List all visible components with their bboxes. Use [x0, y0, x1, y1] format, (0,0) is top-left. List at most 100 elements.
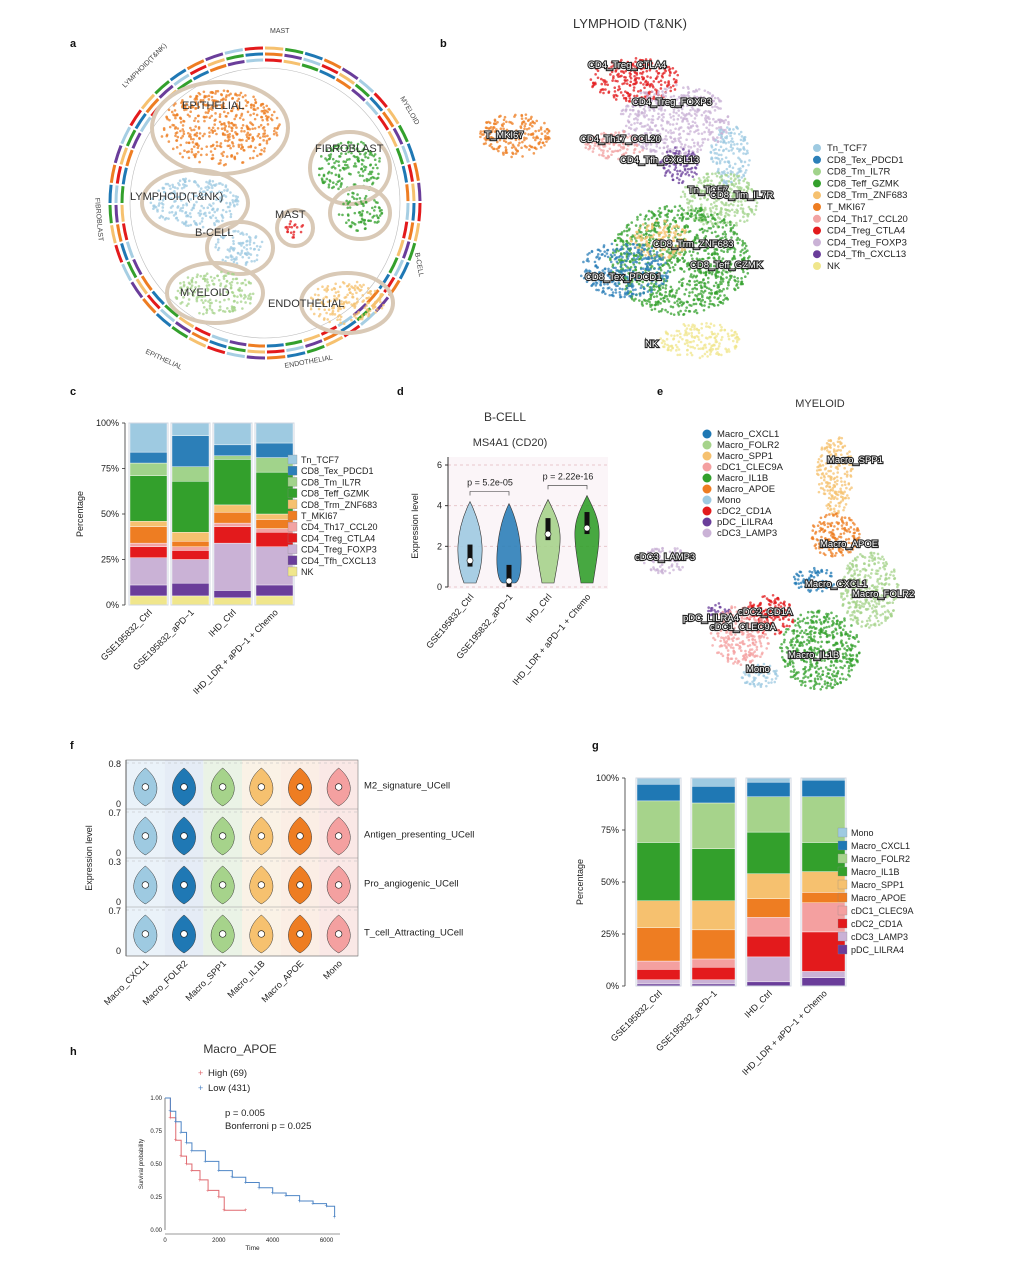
- cluster-CD4_Th17_CCL20-dot: [633, 147, 637, 151]
- cluster-CD8_Teff_GZMK-dot: [703, 249, 706, 252]
- cluster-CD4_Tfh_CXCL13-dot: [695, 163, 699, 166]
- cluster-CD4_Th17_CCL20-dot: [641, 148, 644, 152]
- cluster-cloud-3-dot: [173, 186, 177, 189]
- bar-segment-CD4_Treg_FOXP3: [213, 542, 252, 591]
- cluster-CD4_Treg_FOXP3-dot: [661, 127, 664, 130]
- cluster-cloud-0-dot: [251, 123, 255, 127]
- cluster-cloud-7-dot: [295, 226, 299, 229]
- cluster-CD4_Treg_FOXP3-dot: [695, 98, 699, 102]
- cluster-cloud-0-dot: [201, 134, 205, 138]
- cluster-CD4_Treg_FOXP3-dot: [639, 102, 642, 106]
- cluster-CD8_Tm_IL7R-dot: [747, 205, 751, 209]
- cluster-CD8_Teff_GZMK-dot: [627, 228, 631, 232]
- cluster-cloud-0-dot: [192, 128, 196, 132]
- cluster-CD4_Treg_FOXP3-dot: [727, 122, 730, 126]
- cluster-cloud-5-dot: [217, 278, 221, 282]
- cluster-CD8_Teff_GZMK-dot: [709, 227, 713, 230]
- ring-segment: [267, 355, 286, 360]
- cluster-CD8_Teff_GZMK-dot: [668, 266, 672, 270]
- cluster-cloud-1-dot: [364, 155, 367, 159]
- cluster-CD4_Tfh_CXCL13-dot: [686, 171, 689, 174]
- cluster-CD4_Treg_FOXP3-dot: [701, 141, 705, 144]
- cluster-CD8_Trm_ZNF683-dot: [678, 244, 681, 248]
- cluster-cloud-0-dot: [219, 159, 222, 162]
- cluster-CD8_Teff_GZMK-dot: [676, 311, 680, 314]
- cluster-CD8_Trm_ZNF683-dot: [628, 237, 632, 240]
- cluster-CD4_Treg_FOXP3-dot: [701, 138, 704, 141]
- cluster-CD8_Teff_GZMK-dot: [692, 246, 696, 250]
- cluster-CD4_Treg_FOXP3-dot: [686, 119, 689, 123]
- cluster-CD8_Tm_IL7R-dot: [745, 181, 749, 184]
- cluster-CD4_Treg_FOXP3-dot: [668, 113, 672, 116]
- cluster-T_MKI67-dot: [523, 132, 527, 135]
- cluster-NK-dot: [693, 335, 696, 339]
- cluster-T_MKI67-dot: [498, 138, 502, 142]
- cluster-T_MKI67-dot: [546, 137, 550, 141]
- cluster-CD8_Teff_GZMK-dot: [663, 296, 666, 300]
- cluster-NK-dot: [675, 349, 678, 352]
- cluster-CD8_Trm_ZNF683-dot: [669, 231, 673, 234]
- cluster-cloud-0-dot: [230, 141, 234, 144]
- ring-segment: [266, 349, 285, 354]
- cluster-CD4_Tfh_CXCL13-dot: [687, 157, 691, 161]
- cluster-cloud-5-dot: [200, 290, 203, 294]
- cluster-cloud-1-dot: [336, 180, 340, 184]
- cluster-NK-dot: [690, 334, 694, 337]
- ring-segment: [110, 225, 117, 244]
- cluster-CD4_Th17_CCL20-dot: [602, 131, 606, 135]
- cluster-CD8_Teff_GZMK-dot: [709, 263, 713, 266]
- cluster-cloud-0-dot: [275, 131, 278, 135]
- cluster-cloud-5-dot: [200, 298, 203, 302]
- cluster-CD8_Tm_IL7R-dot: [721, 185, 725, 188]
- cluster-CD8_Tm_IL7R-dot: [688, 199, 692, 202]
- cluster-CD4_Treg_FOXP3-dot: [711, 94, 714, 98]
- cluster-CD8_Teff_GZMK-dot: [702, 291, 705, 294]
- cluster-cloud-4-dot: [255, 258, 259, 262]
- cluster-cloud-5-dot: [187, 298, 191, 301]
- cluster-CD4_Treg_CTLA4-dot: [633, 65, 637, 68]
- cluster-CD8_Tm_IL7R-dot: [741, 207, 745, 211]
- cluster-CD8_Teff_GZMK-dot: [688, 267, 691, 271]
- ring-segment: [264, 58, 282, 63]
- cluster-cloud-0-dot: [185, 102, 188, 106]
- cluster-CD4_Th17_CCL20-dot: [622, 130, 626, 133]
- cluster-cloud-6-dot: [333, 287, 337, 291]
- cluster-CD4_Treg_FOXP3-dot: [684, 94, 687, 98]
- cluster-CD8_Tm_IL7R-dot: [726, 221, 729, 224]
- ring-segment: [140, 93, 156, 110]
- cluster-CD8_Trm_ZNF683-dot: [674, 247, 678, 251]
- cluster-NK-dot: [727, 348, 730, 351]
- cluster-CD8_Tm_IL7R-dot: [729, 177, 733, 180]
- cluster-cloud-2-dot: [373, 199, 376, 202]
- cluster-NK-dot: [727, 337, 731, 341]
- ring-segment: [407, 164, 414, 182]
- ring-segment: [139, 116, 152, 133]
- cluster-CD4_Treg_FOXP3-dot: [710, 101, 713, 104]
- cluster-cloud-3-dot: [181, 206, 185, 210]
- cluster-cloud-3-dot: [157, 189, 161, 192]
- cluster-cloud-5-dot: [186, 276, 190, 279]
- cluster-CD8_Tex_PDCD1-dot: [636, 255, 640, 259]
- cluster-CD4_Treg_CTLA4-dot: [633, 70, 636, 73]
- cluster-NK-dot: [676, 353, 680, 357]
- ring-segment: [397, 124, 409, 143]
- cluster-CD8_Tm_IL7R-dot: [724, 201, 728, 205]
- cluster-cloud-1-dot: [357, 150, 361, 153]
- cluster-CD4_Treg_CTLA4-dot: [634, 82, 637, 86]
- cluster-CD8_Tm_IL7R-dot: [717, 198, 720, 201]
- cluster-CD8_Teff_GZMK-dot: [709, 299, 712, 303]
- ring-segment: [401, 241, 411, 259]
- cluster-cloud-1-dot: [344, 166, 348, 170]
- cluster-Tn_TCF7-dot: [731, 166, 735, 170]
- cluster-CD8_Trm_ZNF683-dot: [670, 245, 674, 249]
- cluster-cloud-4-dot: [238, 242, 242, 246]
- cluster-cloud-0-dot: [222, 102, 225, 105]
- cluster-NK-dot: [697, 331, 701, 335]
- cluster-CD4_Tfh_CXCL13-dot: [693, 153, 696, 156]
- cluster-CD8_Tex_PDCD1-dot: [617, 278, 621, 282]
- bar-segment-T_MKI67: [213, 511, 252, 524]
- cluster-CD4_Treg_CTLA4-dot: [649, 58, 652, 61]
- cluster-CD8_Tex_PDCD1-dot: [617, 281, 620, 285]
- ring-segment: [226, 351, 245, 359]
- cluster-cloud-4-dot: [232, 230, 235, 233]
